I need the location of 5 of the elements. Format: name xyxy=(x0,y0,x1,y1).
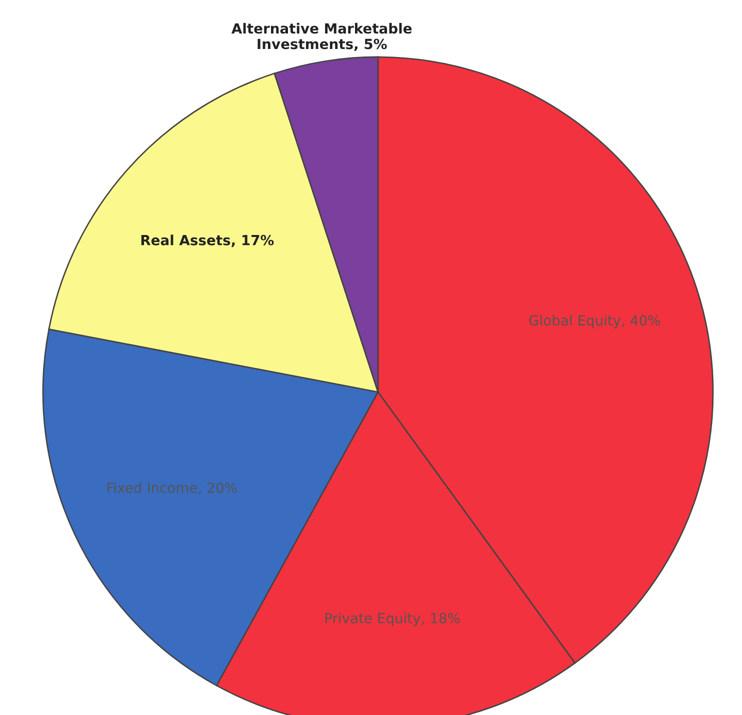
slice-label: Private Equity, 18% xyxy=(325,612,460,626)
slice-label: Fixed Income, 20% xyxy=(108,482,237,494)
slice-label: Real Assets, 17% xyxy=(141,234,274,248)
slice-label: Alternative Marketable Investments, 5% xyxy=(231,22,412,51)
slice-label: Global Equity, 40% xyxy=(529,314,660,328)
